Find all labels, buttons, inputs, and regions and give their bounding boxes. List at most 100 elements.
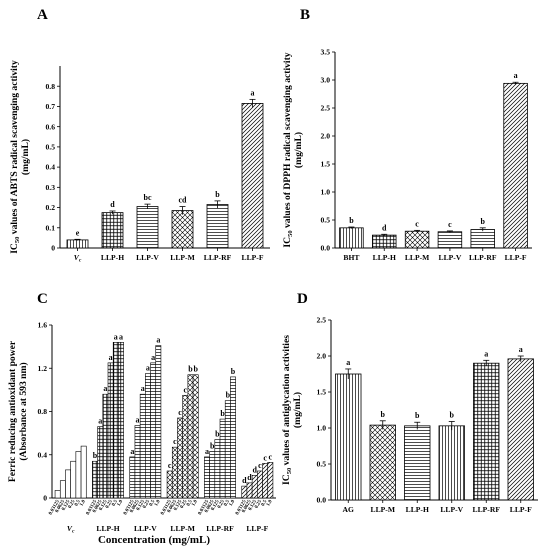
bar — [369, 424, 396, 501]
significance-letter: d — [382, 223, 387, 232]
x-axis-label: Concentration (mg/mL) — [98, 534, 210, 546]
y-tick-label: 0.0 — [321, 244, 331, 253]
bar — [182, 394, 189, 499]
y-tick-label: 0 — [43, 494, 47, 503]
significance-letter: b — [188, 365, 193, 374]
bar — [339, 227, 364, 249]
x-tick-label: LLP-H — [101, 253, 124, 262]
y-tick-label: 0.5 — [321, 216, 331, 225]
significance-letter: cd — [179, 196, 188, 205]
concentration-label: 0.5 — [261, 499, 269, 507]
bar — [230, 376, 236, 499]
significance-letter: b — [220, 409, 225, 418]
y-axis-label: Ferric reducing antioxidant power — [7, 340, 18, 482]
significance-letter: d — [110, 200, 115, 209]
significance-letter: c — [173, 437, 177, 446]
x-tick-label: LLP-M — [371, 505, 395, 514]
y-tick-label: 2.5 — [321, 104, 331, 113]
y-tick-label: 3.0 — [321, 76, 331, 85]
x-tick-label: LLP-H — [96, 524, 119, 533]
concentration-label: 1.0 — [154, 499, 162, 507]
significance-letter: a — [205, 447, 209, 456]
significance-letter: b — [210, 442, 215, 451]
bar — [503, 82, 528, 249]
x-tick-label: LLP-F — [242, 253, 264, 262]
significance-letter: d — [253, 465, 258, 474]
x-tick-label: LLP-F — [510, 505, 532, 514]
bar — [372, 234, 397, 249]
x-tick-label: LLP-V — [439, 253, 462, 262]
concentration-label: 0.5 — [224, 499, 232, 507]
bar — [438, 425, 465, 501]
bar — [262, 463, 269, 499]
y-tick-label: 2.0 — [321, 132, 331, 141]
x-tick-label: BHT — [343, 253, 359, 262]
bar — [187, 374, 194, 499]
concentration-label: 1.0 — [266, 499, 274, 507]
significance-letter: a — [346, 358, 350, 367]
significance-letter: a — [519, 345, 523, 354]
significance-letter: a — [103, 384, 107, 393]
panel-c: 0 0.4 0.8 1.2 1.6 C Ferric reducing antioxidan… — [7, 291, 276, 546]
significance-letter: a — [514, 71, 518, 80]
x-tick-label: Vc — [74, 253, 82, 264]
concentration-label: 0.25 — [217, 499, 226, 510]
concentration-label: 0.5 — [149, 499, 157, 507]
x-tick-label: AG — [343, 505, 354, 514]
y-axis-unit: (mg/mL) — [292, 392, 303, 428]
bar — [507, 358, 534, 501]
bar — [150, 362, 157, 499]
y-tick-label: 0.0 — [317, 496, 327, 505]
panel-letter: C — [37, 291, 48, 307]
concentration-label: 0.125 — [61, 499, 71, 512]
bar — [112, 341, 119, 499]
concentration-label: 0.125 — [211, 499, 221, 512]
significance-letter: a — [136, 416, 140, 425]
bar — [118, 341, 124, 499]
y-tick-label: 1.5 — [321, 160, 331, 169]
concentration-label: 0.0625 — [167, 499, 178, 514]
significance-letter: c — [178, 408, 182, 417]
bar — [437, 231, 463, 249]
significance-letter: c — [258, 461, 262, 470]
concentration-label: 0.0625 — [130, 499, 141, 514]
significance-letter: a — [146, 364, 150, 373]
y-tick-label: 0.8 — [38, 407, 48, 416]
y-tick-label: 2.5 — [317, 316, 327, 325]
bar — [241, 103, 264, 249]
significance-letter: b — [481, 217, 486, 226]
bar — [66, 239, 89, 249]
bar — [192, 374, 199, 499]
y-tick-label: 0.7 — [46, 102, 56, 111]
x-tick-label: LLP-V — [136, 253, 159, 262]
panel-d: 0.0 0.5 1.0 1.5 2.0 2.5 D IC50 values of antigl… — [281, 291, 538, 514]
bar — [75, 451, 82, 499]
concentration-label: 0.125 — [136, 499, 146, 512]
significance-letter: a — [114, 332, 118, 341]
concentration-label: 0.25 — [142, 499, 151, 510]
x-tick-label: LLP-RF — [206, 524, 234, 533]
significance-letter: c — [183, 385, 187, 394]
bar — [134, 425, 141, 499]
x-tick-label: LLP-RF — [204, 253, 232, 262]
y-axis-label: IC50 values of ABTS radical scavenging a… — [9, 60, 21, 254]
significance-letter: c — [448, 220, 452, 229]
y-tick-label: 0.3 — [46, 183, 56, 192]
significance-letter: a — [130, 447, 134, 456]
bar — [171, 446, 178, 499]
bar — [257, 470, 263, 499]
bar — [80, 445, 87, 499]
bar — [219, 418, 226, 499]
y-tick-label: 0.2 — [46, 203, 56, 212]
bar — [65, 469, 71, 499]
bar — [97, 426, 104, 499]
significance-letter: b — [93, 451, 98, 460]
significance-letter: b — [349, 216, 354, 225]
bar — [129, 456, 136, 499]
concentration-label: 0.25 — [254, 499, 263, 510]
bar — [204, 456, 210, 499]
bar — [214, 439, 221, 499]
y-tick-label: 1.0 — [317, 424, 327, 433]
concentration-label: 0.0625 — [92, 499, 103, 514]
